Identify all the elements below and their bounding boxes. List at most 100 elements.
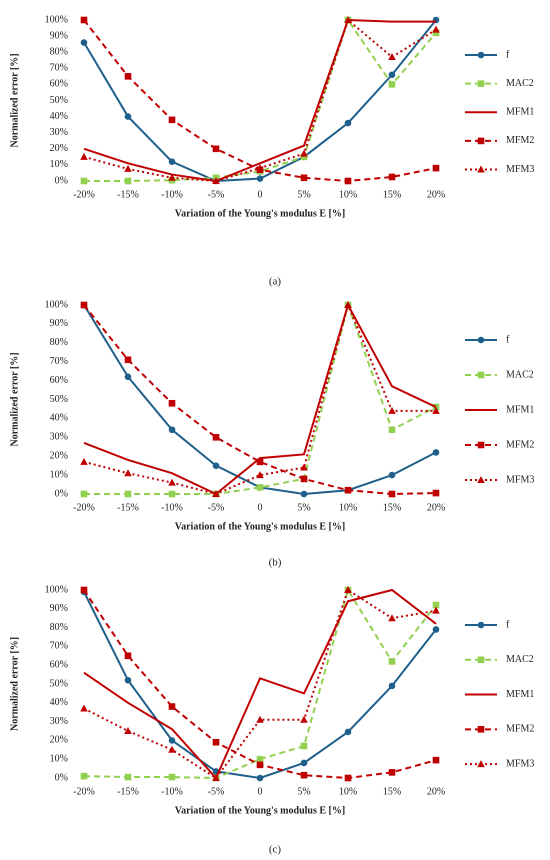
series-line — [83, 304, 437, 496]
marker — [388, 658, 396, 665]
marker — [432, 626, 440, 633]
marker — [300, 715, 308, 723]
y-tick-label: 90% — [50, 318, 68, 329]
series-line — [83, 587, 437, 780]
marker — [256, 715, 264, 723]
chart: Normalized error [%] 0% 10% 20% 30% 40% 50% 60%… — [9, 14, 534, 287]
marker — [388, 81, 396, 88]
y-tick-label: 10% — [50, 753, 68, 764]
marker — [256, 484, 264, 491]
x-tick-label: 20% — [427, 189, 445, 200]
y-tick-label: 100% — [45, 584, 68, 595]
legend-marker — [477, 336, 485, 344]
x-tick-label: 5% — [297, 786, 310, 797]
marker — [124, 73, 132, 80]
legend-label: MFM3 — [506, 758, 534, 769]
legend-label: MFM2 — [506, 439, 534, 450]
legend-marker — [477, 476, 485, 483]
marker — [124, 373, 132, 381]
marker — [432, 406, 440, 414]
series-line — [83, 18, 437, 183]
legend-marker — [477, 51, 485, 59]
caption: (a) — [269, 276, 282, 288]
x-tick-label: -10% — [161, 502, 183, 513]
marker — [388, 53, 396, 61]
legend-label: MAC2 — [506, 369, 534, 380]
x-tick-label: -5% — [208, 786, 225, 797]
y-tick-label: 100% — [45, 299, 68, 310]
marker — [300, 475, 308, 483]
marker — [168, 490, 176, 498]
series-line — [83, 302, 437, 496]
legend-marker — [477, 760, 485, 768]
y-tick-label: 70% — [50, 63, 68, 74]
marker — [388, 471, 396, 479]
series-line — [83, 19, 437, 183]
x-tick-label: -15% — [117, 786, 139, 797]
marker — [168, 703, 176, 710]
y-tick-label: 10% — [50, 159, 68, 170]
marker — [80, 177, 88, 185]
legend-label: f — [506, 334, 510, 345]
x-tick-label: 20% — [427, 786, 445, 797]
marker — [300, 771, 308, 779]
x-tick-label: 10% — [339, 786, 357, 797]
legend-label: MAC2 — [506, 78, 534, 89]
x-axis-title: Variation of the Young's modulus E [%] — [175, 521, 345, 532]
y-tick-label: 90% — [50, 603, 68, 614]
y-tick-label: 60% — [50, 659, 68, 670]
y-tick-label: 30% — [50, 716, 68, 727]
legend-label: MFM3 — [506, 474, 534, 485]
series-line — [83, 18, 436, 183]
marker — [344, 586, 352, 593]
marker — [256, 761, 264, 769]
marker — [388, 490, 396, 498]
y-tick-label: 10% — [50, 469, 68, 480]
legend-label: MFM1 — [506, 107, 534, 118]
x-tick-label: -5% — [208, 189, 225, 200]
marker — [212, 177, 220, 184]
x-tick-label: -20% — [73, 786, 95, 797]
series-line — [83, 588, 437, 780]
y-tick-label: 50% — [50, 678, 68, 689]
chart: Normalized error [%] 0% 10% 20% 30% 40% 50% 60%… — [9, 299, 534, 568]
marker — [124, 177, 132, 185]
y-tick-label: 60% — [50, 79, 68, 90]
y-tick-label: 80% — [50, 337, 68, 348]
marker — [168, 745, 176, 753]
marker — [432, 25, 440, 33]
marker — [124, 773, 132, 781]
marker — [124, 113, 132, 120]
y-tick-label: 80% — [50, 622, 68, 633]
legend-marker — [477, 371, 485, 379]
marker — [212, 462, 220, 469]
marker — [388, 426, 396, 434]
marker — [124, 727, 132, 734]
caption: (b) — [269, 557, 282, 569]
legend-label: MFM2 — [506, 724, 534, 735]
y-tick-label: 40% — [50, 413, 68, 424]
marker — [344, 177, 352, 185]
caption: (c) — [269, 844, 282, 856]
legend-marker — [477, 80, 485, 87]
y-tick-label: 0% — [55, 772, 68, 783]
marker — [432, 606, 440, 614]
marker — [388, 406, 396, 414]
marker — [388, 614, 396, 622]
marker — [388, 769, 396, 776]
legend-marker — [477, 656, 485, 664]
x-tick-label: 10% — [339, 189, 357, 200]
marker — [344, 301, 352, 308]
y-tick-label: 90% — [50, 30, 68, 41]
marker — [124, 676, 132, 684]
marker — [168, 478, 176, 486]
marker — [80, 490, 88, 498]
marker — [344, 728, 352, 736]
marker — [168, 426, 176, 434]
x-tick-label: 10% — [339, 502, 357, 513]
series-line — [83, 591, 437, 780]
marker — [80, 772, 88, 780]
x-tick-label: -10% — [161, 189, 183, 200]
marker — [256, 164, 264, 172]
